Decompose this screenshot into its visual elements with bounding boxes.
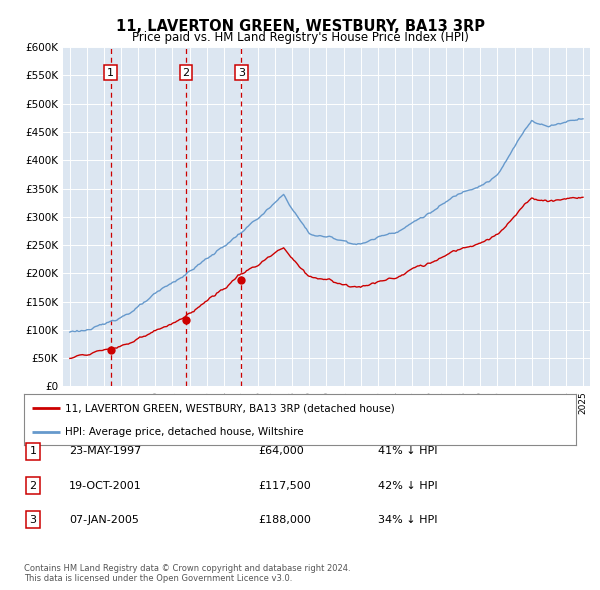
- Text: 3: 3: [238, 68, 245, 78]
- Text: Contains HM Land Registry data © Crown copyright and database right 2024.
This d: Contains HM Land Registry data © Crown c…: [24, 563, 350, 583]
- Text: £64,000: £64,000: [258, 447, 304, 456]
- Text: 11, LAVERTON GREEN, WESTBURY, BA13 3RP: 11, LAVERTON GREEN, WESTBURY, BA13 3RP: [115, 19, 485, 34]
- Text: 34% ↓ HPI: 34% ↓ HPI: [378, 515, 437, 525]
- Text: 2: 2: [29, 481, 37, 490]
- Text: £188,000: £188,000: [258, 515, 311, 525]
- Text: 3: 3: [29, 515, 37, 525]
- Text: 42% ↓ HPI: 42% ↓ HPI: [378, 481, 437, 490]
- Text: 1: 1: [107, 68, 114, 78]
- Text: 23-MAY-1997: 23-MAY-1997: [69, 447, 141, 456]
- Text: 1: 1: [29, 447, 37, 456]
- Text: 41% ↓ HPI: 41% ↓ HPI: [378, 447, 437, 456]
- Text: 11, LAVERTON GREEN, WESTBURY, BA13 3RP (detached house): 11, LAVERTON GREEN, WESTBURY, BA13 3RP (…: [65, 403, 395, 413]
- Text: 07-JAN-2005: 07-JAN-2005: [69, 515, 139, 525]
- Text: £117,500: £117,500: [258, 481, 311, 490]
- Text: 19-OCT-2001: 19-OCT-2001: [69, 481, 142, 490]
- Text: 2: 2: [182, 68, 190, 78]
- Text: Price paid vs. HM Land Registry's House Price Index (HPI): Price paid vs. HM Land Registry's House …: [131, 31, 469, 44]
- Text: HPI: Average price, detached house, Wiltshire: HPI: Average price, detached house, Wilt…: [65, 428, 304, 437]
